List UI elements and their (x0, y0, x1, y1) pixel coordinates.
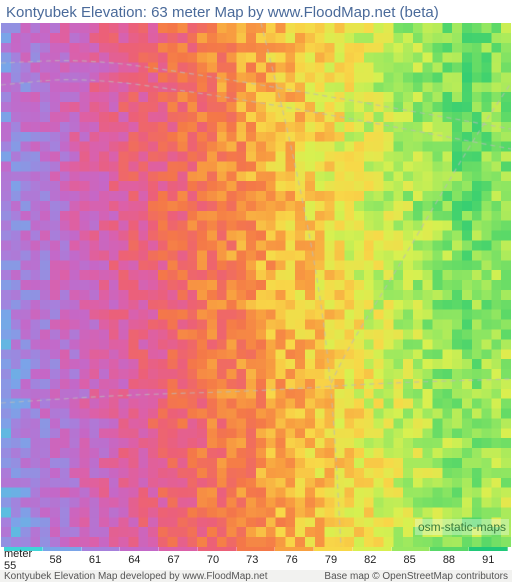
legend-tick: 70 (193, 554, 232, 566)
legend-unit: meter 55 (4, 548, 36, 572)
credit-left: Kontyubek Elevation Map developed by www… (4, 571, 268, 582)
legend-tick: 88 (429, 554, 468, 566)
legend-tick: 85 (390, 554, 429, 566)
map-title: Kontyubek Elevation: 63 meter Map by www… (0, 0, 512, 23)
legend-tick: 76 (272, 554, 311, 566)
osm-attribution-tag: osm-static-maps (415, 519, 509, 535)
credit-right: Base map © OpenStreetMap contributors (324, 571, 508, 582)
legend-tick: 67 (154, 554, 193, 566)
elevation-map: osm-static-maps (1, 23, 511, 537)
legend-tick: 91 (469, 554, 508, 566)
legend-tick: 64 (115, 554, 154, 566)
legend-tick: 82 (351, 554, 390, 566)
legend-tick: 61 (75, 554, 114, 566)
container: Kontyubek Elevation: 63 meter Map by www… (0, 0, 512, 582)
legend-tick: 58 (36, 554, 75, 566)
legend-tick: 79 (311, 554, 350, 566)
credits-bar: Kontyubek Elevation Map developed by www… (0, 570, 512, 582)
roads-overlay (1, 23, 511, 547)
legend-labels: meter 55586164677073767982858891 (0, 551, 512, 569)
legend-tick: 73 (233, 554, 272, 566)
